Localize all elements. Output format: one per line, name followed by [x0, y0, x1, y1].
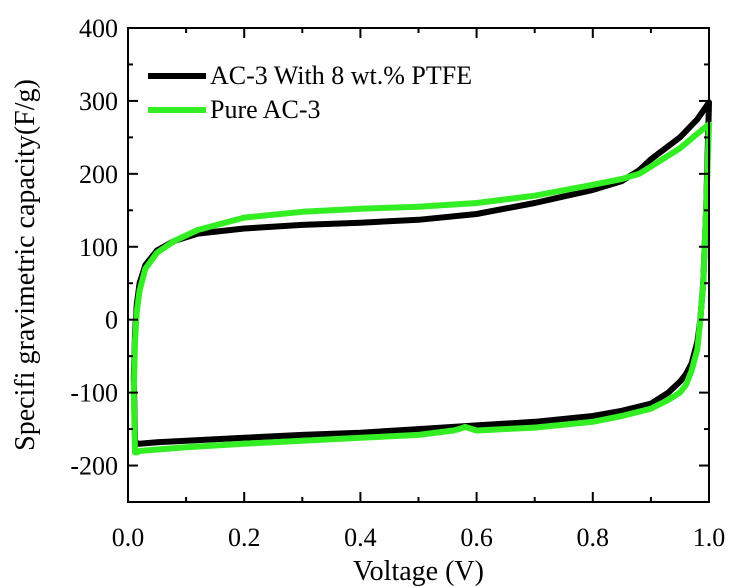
- x-tick-label: 1.0: [693, 523, 726, 552]
- y-tick-label: 200: [79, 160, 118, 189]
- y-tick-label: -100: [70, 379, 118, 408]
- y-tick-label: 0: [105, 306, 118, 335]
- y-axis-title: Specifi gravimetric capacity(F/g): [10, 79, 41, 451]
- x-tick-label: 0.0: [112, 523, 145, 552]
- x-tick-label: 0.6: [460, 523, 493, 552]
- series-line-1: [130, 99, 712, 447]
- x-tick-label: 0.4: [344, 523, 377, 552]
- x-axis-title: Voltage (V): [353, 556, 484, 586]
- legend: AC-3 With 8 wt.% PTFE Pure AC-3: [148, 61, 472, 124]
- x-tick-label: 0.2: [228, 523, 261, 552]
- series-layer: [130, 99, 712, 456]
- ticks: 0.0 0.2 0.4 0.6 0.8 1.0 -200 -100 0 100 200 300 400: [70, 14, 725, 552]
- legend-label-series-1: AC-3 With 8 wt.% PTFE: [210, 61, 472, 90]
- series-line-2: [130, 121, 712, 456]
- y-tick-label: 300: [79, 87, 118, 116]
- y-tick-label: 100: [79, 233, 118, 262]
- x-tick-label: 0.8: [577, 523, 610, 552]
- legend-label-series-2: Pure AC-3: [210, 95, 321, 124]
- y-tick-label: 400: [79, 14, 118, 43]
- y-tick-label: -200: [70, 452, 118, 481]
